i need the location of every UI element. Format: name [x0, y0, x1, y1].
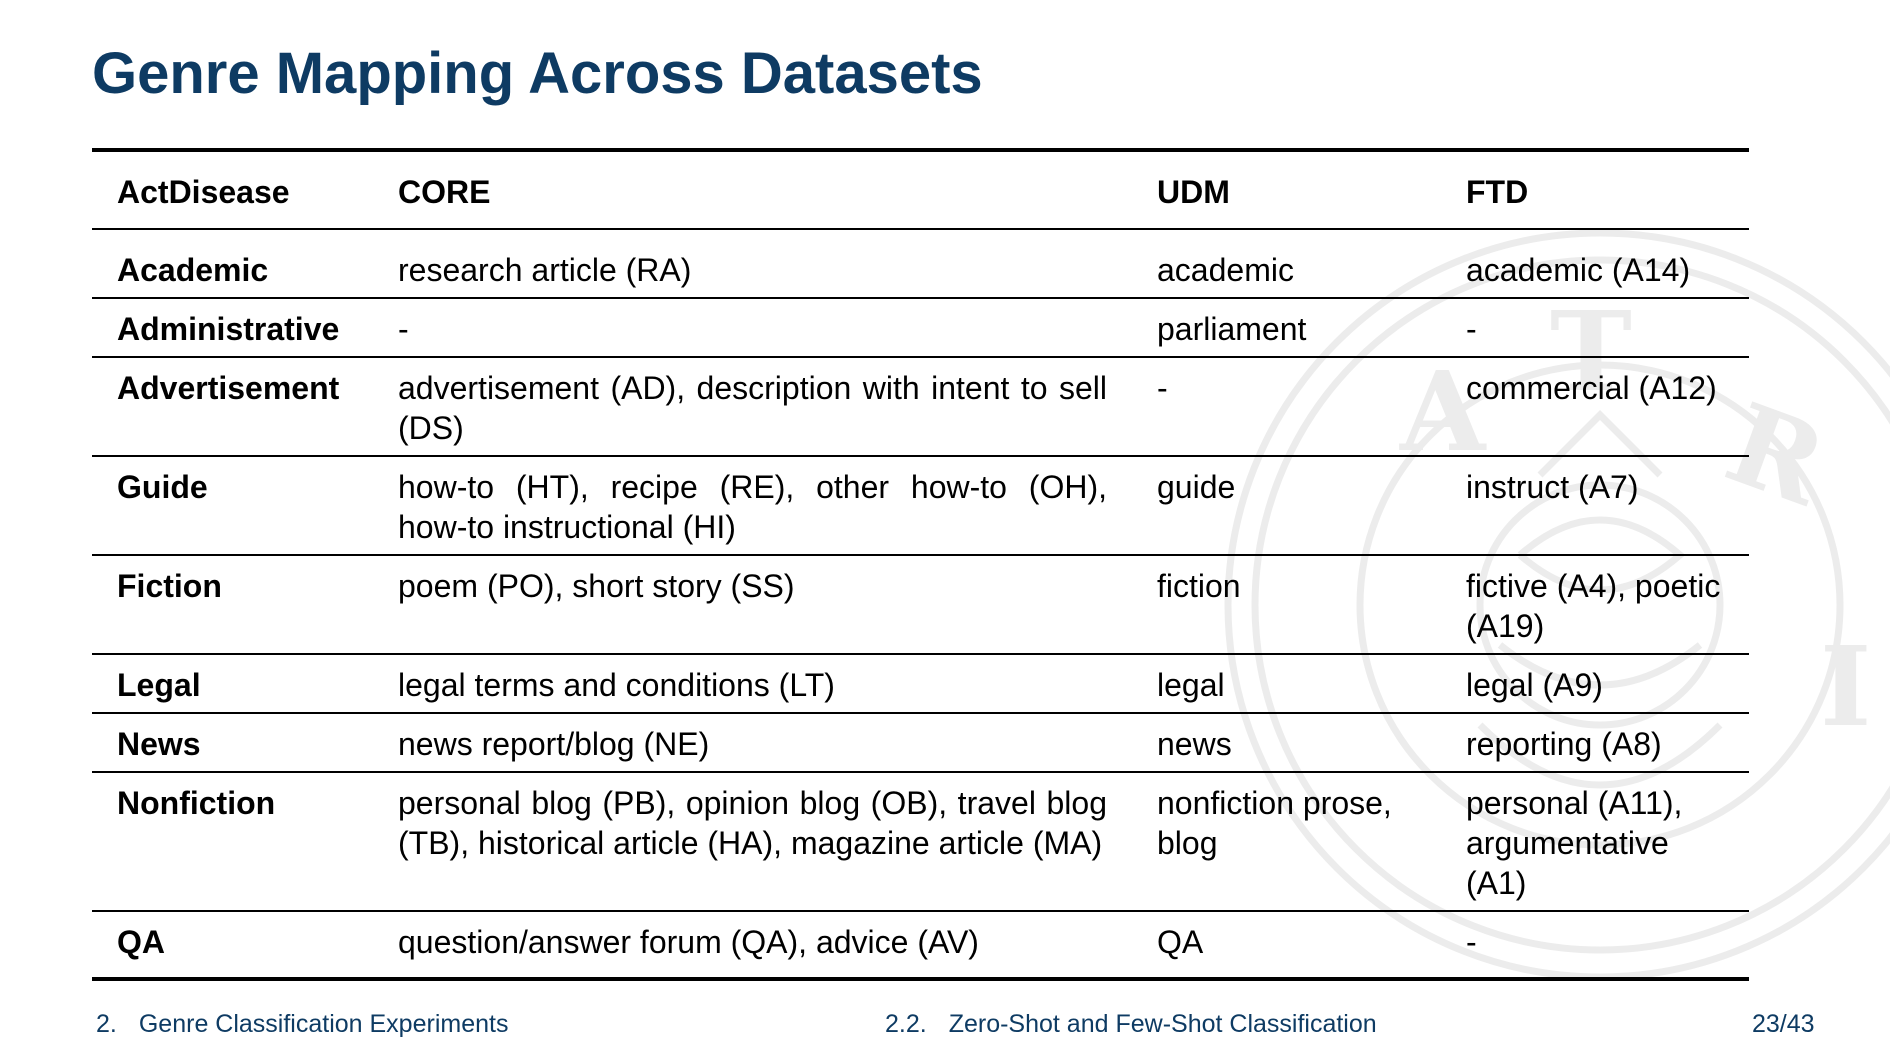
row-label: Fiction	[117, 568, 222, 604]
row-label: Nonfiction	[117, 785, 276, 821]
udm-cell: academic	[1157, 252, 1294, 288]
udm-cell: news	[1157, 726, 1232, 762]
ftd-cell: fictive (A4), poetic (A19)	[1466, 568, 1721, 644]
genre-mapping-table: ActDisease CORE UDM FTD Academic researc…	[92, 148, 1749, 981]
core-cell: legal terms and conditions (LT)	[398, 667, 835, 703]
column-header-actdisease: ActDisease	[117, 174, 290, 210]
row-label: News	[117, 726, 201, 762]
footer-section-title: Genre Classification Experiments	[138, 1010, 509, 1038]
footer-subsection-title: Zero-Shot and Few-Shot Classification	[948, 1010, 1377, 1038]
table-row: Advertisement advertisement (AD), descri…	[92, 357, 1749, 456]
table-row: Academic research article (RA) academic …	[92, 229, 1749, 298]
footer-page-number: 23/43	[1752, 1010, 1815, 1038]
udm-cell: fiction	[1157, 568, 1241, 604]
column-header-ftd: FTD	[1466, 174, 1529, 210]
table-row: QA question/answer forum (QA), advice (A…	[92, 911, 1749, 979]
footer-subsection: 2.2. Zero-Shot and Few-Shot Classificatio…	[885, 1010, 1377, 1039]
slide-title: Genre Mapping Across Datasets	[92, 41, 983, 106]
core-cell: how-to (HT), recipe (RE), other how-to (…	[398, 469, 1107, 545]
core-cell: advertisement (AD), description with int…	[398, 370, 1107, 446]
table-row: Administrative - parliament -	[92, 298, 1749, 357]
table-row: Legal legal terms and conditions (LT) le…	[92, 654, 1749, 713]
core-cell: news report/blog (NE)	[398, 726, 710, 762]
ftd-cell: personal (A11), argumentative (A1)	[1466, 785, 1683, 901]
table-row: Guide how-to (HT), recipe (RE), other ho…	[92, 456, 1749, 555]
row-label: Guide	[117, 469, 208, 505]
ftd-cell: -	[1466, 311, 1477, 347]
udm-cell: legal	[1157, 667, 1225, 703]
row-label: QA	[117, 924, 165, 960]
ftd-cell: -	[1466, 924, 1477, 960]
table-row: Fiction poem (PO), short story (SS) fict…	[92, 555, 1749, 654]
footer-section-number: 2.	[96, 1010, 117, 1038]
core-cell: research article (RA)	[398, 252, 692, 288]
table-header-row: ActDisease CORE UDM FTD	[92, 150, 1749, 229]
core-cell: -	[398, 311, 409, 347]
table-row: News news report/blog (NE) news reportin…	[92, 713, 1749, 772]
udm-cell: QA	[1157, 924, 1204, 960]
footer-subsection-number: 2.2.	[885, 1010, 927, 1038]
column-header-udm: UDM	[1157, 174, 1230, 210]
core-cell: question/answer forum (QA), advice (AV)	[398, 924, 979, 960]
ftd-cell: reporting (A8)	[1466, 726, 1662, 762]
svg-text:I: I	[1820, 622, 1871, 751]
ftd-cell: legal (A9)	[1466, 667, 1603, 703]
footer-section: 2. Genre Classification Experiments	[96, 1010, 508, 1039]
core-cell: poem (PO), short story (SS)	[398, 568, 795, 604]
core-cell: personal blog (PB), opinion blog (OB), t…	[398, 785, 1107, 861]
ftd-cell: commercial (A12)	[1466, 370, 1717, 406]
row-label: Advertisement	[117, 370, 340, 406]
table-row: Nonfiction personal blog (PB), opinion b…	[92, 772, 1749, 911]
udm-cell: parliament	[1157, 311, 1307, 347]
udm-cell: guide	[1157, 469, 1236, 505]
ftd-cell: instruct (A7)	[1466, 469, 1639, 505]
row-label: Academic	[117, 252, 269, 288]
ftd-cell: academic (A14)	[1466, 252, 1691, 288]
udm-cell: nonfiction prose, blog	[1157, 785, 1392, 861]
udm-cell: -	[1157, 370, 1168, 406]
column-header-core: CORE	[398, 174, 491, 210]
row-label: Legal	[117, 667, 201, 703]
row-label: Administrative	[117, 311, 340, 347]
